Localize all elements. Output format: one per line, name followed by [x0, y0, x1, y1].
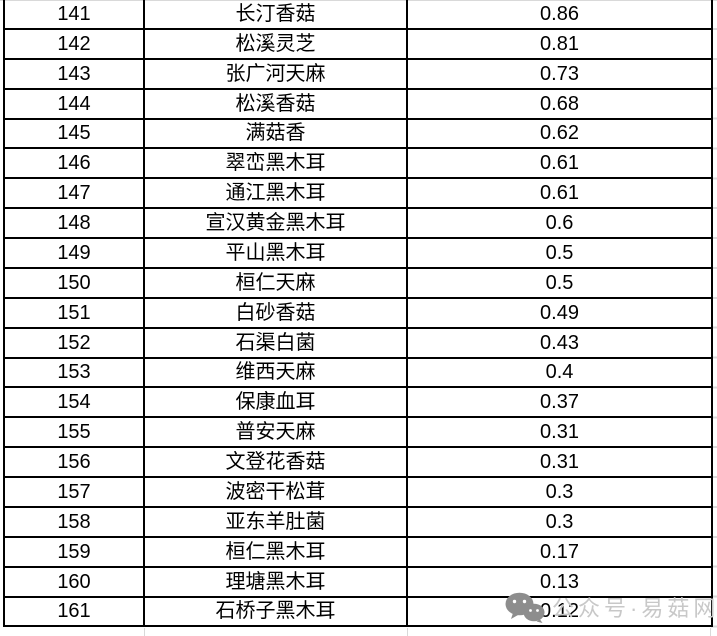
table-row: 161 石桥子黑木耳 0.12 — [5, 597, 713, 628]
rank-cell: 161 — [5, 597, 145, 626]
table-row: 157 波密干松茸 0.3 — [5, 478, 713, 508]
value-cell: 0.61 — [408, 179, 713, 208]
rank-cell: 145 — [5, 119, 145, 148]
name-cell: 通江黑木耳 — [145, 179, 408, 208]
rank-cell: 154 — [5, 388, 145, 417]
value-cell: 0.5 — [408, 268, 713, 297]
value-cell: 0.31 — [408, 418, 713, 447]
name-cell: 松溪灵芝 — [145, 29, 408, 58]
name-cell: 翠峦黑木耳 — [145, 149, 408, 178]
table-row: 153 维西天麻 0.4 — [5, 358, 713, 389]
name-cell: 保康血耳 — [145, 388, 408, 417]
right-gridline-strip — [711, 0, 717, 628]
name-cell: 平山黑木耳 — [145, 239, 408, 267]
name-cell: 石渠白菌 — [145, 328, 408, 357]
rank-cell: 152 — [5, 328, 145, 357]
name-cell: 亚东羊肚菌 — [145, 507, 408, 536]
watermark: 公众号·易菇网 — [505, 591, 717, 623]
value-cell: 0.62 — [408, 119, 713, 148]
value-cell: 0.86 — [408, 0, 713, 28]
name-cell: 理塘黑木耳 — [145, 567, 408, 596]
name-cell: 文登花香菇 — [145, 448, 408, 476]
watermark-text: 公众号·易菇网 — [552, 596, 717, 621]
value-cell: 0.17 — [408, 537, 713, 566]
value-cell: 0.4 — [408, 358, 713, 387]
name-cell: 长汀香菇 — [145, 0, 408, 28]
rank-cell: 141 — [5, 0, 145, 28]
value-cell: 0.68 — [408, 89, 713, 118]
value-cell: 0.3 — [408, 478, 713, 506]
value-cell: 0.13 — [408, 567, 713, 596]
rank-cell: 155 — [5, 418, 145, 447]
rank-cell: 151 — [5, 298, 145, 327]
rank-cell: 150 — [5, 268, 145, 297]
rank-cell: 159 — [5, 537, 145, 566]
rank-cell: 149 — [5, 239, 145, 267]
table-row: 151 白砂香菇 0.49 — [5, 298, 713, 329]
name-cell: 松溪香菇 — [145, 89, 408, 118]
table-row: 146 翠峦黑木耳 0.61 — [5, 149, 713, 180]
table-row: 147 通江黑木耳 0.61 — [5, 179, 713, 210]
name-cell: 普安天麻 — [145, 418, 408, 447]
rank-cell: 148 — [5, 209, 145, 237]
table-row: 154 保康血耳 0.37 — [5, 388, 713, 419]
table-row: 141 长汀香菇 0.86 — [5, 0, 713, 30]
table-row: 144 松溪香菇 0.68 — [5, 89, 713, 120]
value-cell: 0.3 — [408, 507, 713, 536]
gridline-stub — [710, 628, 711, 636]
rank-cell: 146 — [5, 149, 145, 178]
rank-cell: 157 — [5, 478, 145, 506]
ranking-table: 141 长汀香菇 0.86 142 松溪灵芝 0.81 143 张广河天麻 0.… — [3, 0, 713, 628]
table-row: 159 桓仁黑木耳 0.17 — [5, 537, 713, 568]
value-cell: 0.6 — [408, 209, 713, 237]
name-cell: 白砂香菇 — [145, 298, 408, 327]
rank-cell: 143 — [5, 59, 145, 88]
table-row: 152 石渠白菌 0.43 — [5, 328, 713, 359]
name-cell: 张广河天麻 — [145, 59, 408, 88]
top-gridline — [0, 0, 717, 1]
table-row: 143 张广河天麻 0.73 — [5, 59, 713, 90]
name-cell: 满菇香 — [145, 119, 408, 148]
name-cell: 石桥子黑木耳 — [145, 597, 408, 626]
value-cell: 0.31 — [408, 448, 713, 476]
value-cell: 0.49 — [408, 298, 713, 327]
table-row: 149 平山黑木耳 0.5 — [5, 239, 713, 269]
table-row: 155 普安天麻 0.31 — [5, 418, 713, 449]
gridline-stub — [407, 628, 408, 636]
rank-cell: 144 — [5, 89, 145, 118]
value-cell: 0.5 — [408, 239, 713, 267]
gridline-stub — [144, 628, 145, 636]
name-cell: 宣汉黄金黑木耳 — [145, 209, 408, 237]
rank-cell: 156 — [5, 448, 145, 476]
name-cell: 波密干松茸 — [145, 478, 408, 506]
value-cell: 0.12 — [408, 597, 713, 626]
rank-cell: 142 — [5, 29, 145, 58]
rank-cell: 153 — [5, 358, 145, 387]
table-row: 160 理塘黑木耳 0.13 — [5, 567, 713, 598]
table-row: 156 文登花香菇 0.31 — [5, 448, 713, 478]
table-row: 158 亚东羊肚菌 0.3 — [5, 507, 713, 538]
table-row: 145 满菇香 0.62 — [5, 119, 713, 150]
name-cell: 桓仁天麻 — [145, 268, 408, 297]
value-cell: 0.81 — [408, 29, 713, 58]
rank-cell: 158 — [5, 507, 145, 536]
table-row: 150 桓仁天麻 0.5 — [5, 268, 713, 299]
value-cell: 0.61 — [408, 149, 713, 178]
table-row: 148 宣汉黄金黑木耳 0.6 — [5, 209, 713, 239]
rank-cell: 160 — [5, 567, 145, 596]
value-cell: 0.37 — [408, 388, 713, 417]
value-cell: 0.43 — [408, 328, 713, 357]
wechat-icon — [505, 592, 545, 623]
value-cell: 0.73 — [408, 59, 713, 88]
rank-cell: 147 — [5, 179, 145, 208]
name-cell: 桓仁黑木耳 — [145, 537, 408, 566]
name-cell: 维西天麻 — [145, 358, 408, 387]
table-row: 142 松溪灵芝 0.81 — [5, 29, 713, 60]
